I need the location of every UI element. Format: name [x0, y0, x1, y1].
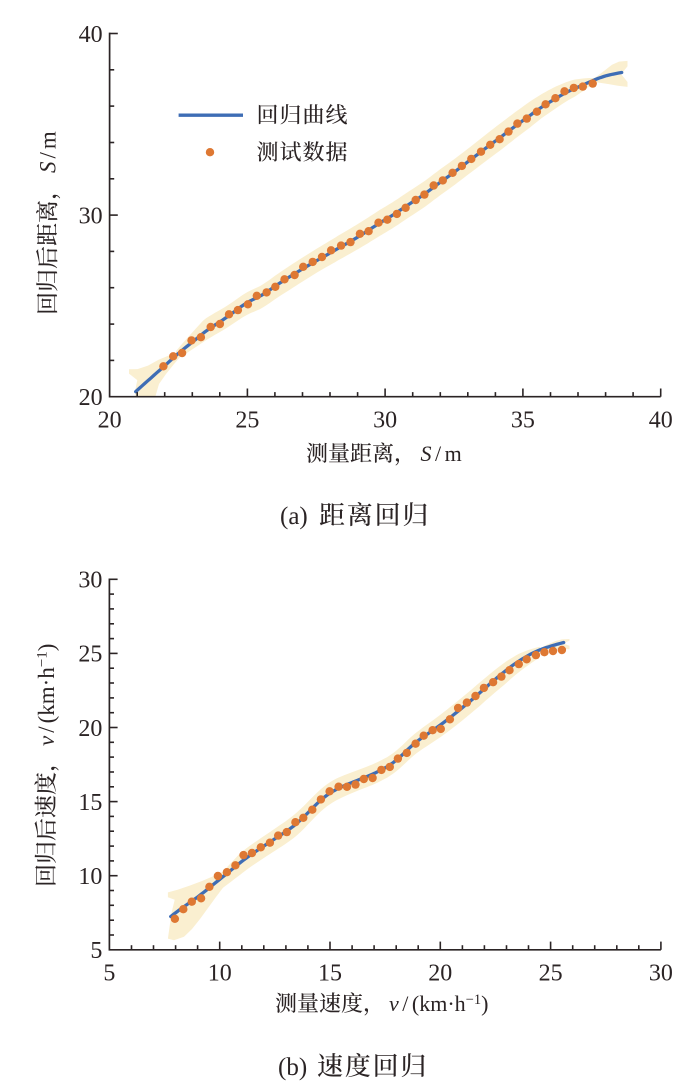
- svg-text:S/m: S/m: [36, 131, 61, 173]
- svg-text:30: 30: [649, 961, 673, 987]
- svg-text:25: 25: [539, 961, 563, 987]
- svg-text:30: 30: [373, 407, 397, 433]
- svg-text:v/(km·h−1): v/(km·h−1): [389, 991, 488, 1016]
- svg-text:40: 40: [649, 407, 673, 433]
- svg-text:5: 5: [103, 961, 115, 987]
- svg-text:20: 20: [78, 716, 102, 742]
- svg-text:5: 5: [90, 938, 102, 964]
- svg-text:S/m: S/m: [421, 441, 462, 466]
- svg-text:10: 10: [208, 961, 232, 987]
- svg-text:10: 10: [78, 864, 102, 890]
- svg-text:(a): (a): [280, 503, 308, 530]
- svg-text:20: 20: [79, 385, 103, 411]
- svg-text:(b): (b): [278, 1054, 307, 1081]
- svg-text:40: 40: [79, 22, 103, 48]
- svg-text:25: 25: [78, 642, 102, 668]
- svg-text:15: 15: [318, 961, 342, 987]
- svg-text:15: 15: [78, 790, 102, 816]
- svg-text:30: 30: [79, 203, 103, 229]
- svg-text:35: 35: [511, 407, 535, 433]
- svg-text:20: 20: [428, 961, 452, 987]
- svg-text:30: 30: [78, 568, 102, 594]
- svg-text:20: 20: [98, 407, 122, 433]
- svg-text:v/(km·h−1): v/(km·h−1): [34, 644, 59, 746]
- svg-text:25: 25: [235, 407, 259, 433]
